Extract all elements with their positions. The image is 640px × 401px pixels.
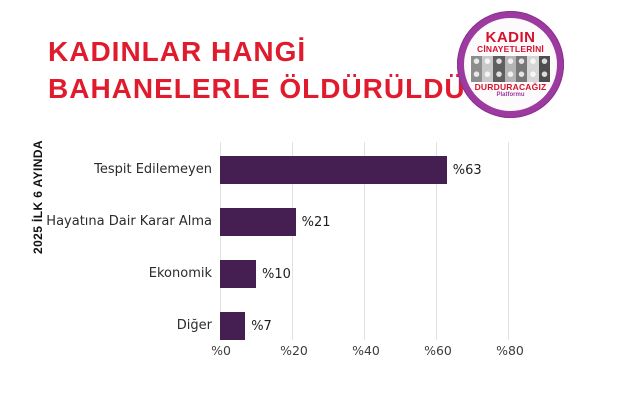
plot-area: %63 %21 %10 %7 <box>220 142 550 340</box>
x-tick: %60 <box>424 343 452 358</box>
face-tile <box>504 56 517 69</box>
x-tick: %80 <box>496 343 524 358</box>
value-label: %7 <box>251 318 272 334</box>
gridline <box>508 142 509 340</box>
face-tile <box>493 69 505 82</box>
x-tick: %0 <box>211 343 231 358</box>
x-tick: %20 <box>280 343 308 358</box>
gridline <box>364 142 365 340</box>
faces-collage <box>470 56 551 82</box>
value-label: %21 <box>301 214 331 230</box>
page-title-line1: KADINLAR HANGİ <box>48 36 307 67</box>
platform-logo: KADIN CİNAYETLERİNİ DURDURACAĞIZ Platfor… <box>457 11 564 118</box>
x-axis: %0 %20 %40 %60 %80 <box>211 343 550 359</box>
face-tile <box>493 56 505 69</box>
face-tile <box>470 69 482 82</box>
gridline <box>292 142 293 340</box>
category-label: Hayatına Dair Karar Alma <box>46 214 212 229</box>
face-tile <box>481 69 494 82</box>
bar-row: %10 <box>220 260 291 288</box>
logo-text-kadin: KADIN <box>485 29 536 46</box>
face-tile <box>527 69 539 82</box>
bar-diger <box>220 312 246 340</box>
gridline <box>436 142 437 340</box>
bar-ekonomik <box>220 260 256 288</box>
bar-row: %21 <box>220 208 331 236</box>
face-tile <box>481 56 494 69</box>
bar-hayatina-dair-karar-alma <box>220 208 296 236</box>
category-label: Diğer <box>176 318 212 333</box>
bar-tespit-edilemeyen <box>220 156 447 184</box>
face-tile <box>538 69 551 82</box>
face-tile <box>504 69 517 82</box>
logo-text-cinayetlerini: CİNAYETLERİNİ <box>477 44 544 54</box>
face-tile <box>527 56 539 69</box>
face-tile <box>538 56 551 69</box>
face-tile <box>516 69 528 82</box>
category-label: Ekonomik <box>148 266 212 281</box>
category-label: Tespit Edilemeyen <box>94 162 212 177</box>
gridline <box>220 142 221 340</box>
bar-row: %7 <box>220 312 272 340</box>
platform-logo-inner: KADIN CİNAYETLERİNİ DURDURACAĞIZ Platfor… <box>464 18 557 111</box>
x-tick: %40 <box>352 343 380 358</box>
value-label: %63 <box>452 162 482 178</box>
value-label: %10 <box>262 266 291 282</box>
face-tile <box>470 56 482 69</box>
face-tile <box>516 56 528 69</box>
page-title-line2: BAHANELERLE ÖLDÜRÜLDÜ? <box>48 73 484 104</box>
page-title: KADINLAR HANGİ BAHANELERLE ÖLDÜRÜLDÜ? <box>48 33 484 107</box>
logo-text-durduracagiz: DURDURACAĞIZ <box>474 82 547 92</box>
category-labels: Tespit Edilemeyen Hayatına Dair Karar Al… <box>0 142 212 340</box>
logo-text-platformu: Platformu <box>496 92 525 98</box>
bar-row: %63 <box>220 156 482 184</box>
